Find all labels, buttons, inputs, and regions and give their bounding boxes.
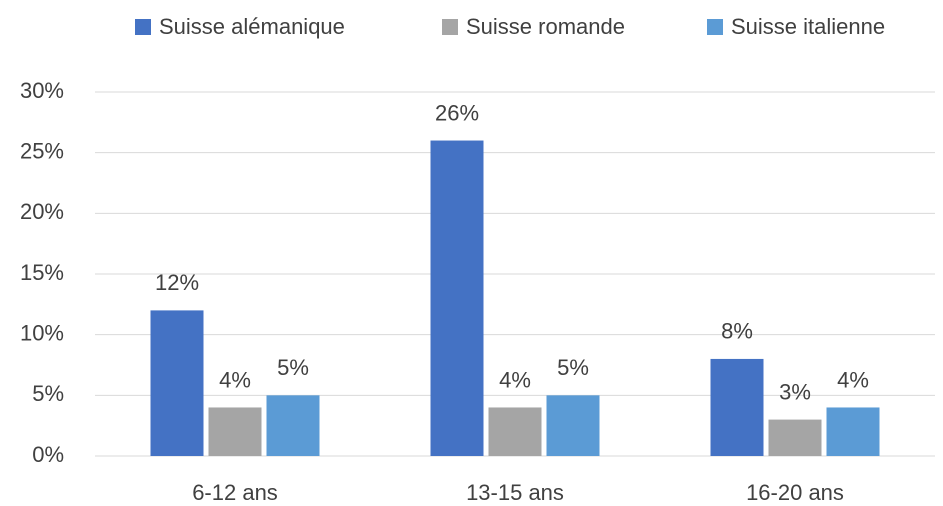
y-tick-label: 25% bbox=[20, 138, 64, 163]
x-tick-label: 13-15 ans bbox=[466, 480, 564, 505]
y-tick-label: 0% bbox=[32, 442, 64, 467]
y-tick-label: 30% bbox=[20, 78, 64, 103]
data-label: 4% bbox=[499, 367, 531, 392]
data-label: 4% bbox=[219, 367, 251, 392]
legend-swatch bbox=[135, 19, 151, 35]
bar bbox=[710, 358, 764, 456]
legend-swatch bbox=[707, 19, 723, 35]
data-label: 12% bbox=[155, 270, 199, 295]
bar bbox=[546, 395, 600, 456]
bar bbox=[768, 419, 822, 456]
data-label: 5% bbox=[557, 355, 589, 380]
legend-label: Suisse alémanique bbox=[159, 14, 345, 39]
bar bbox=[208, 407, 262, 456]
bar bbox=[430, 140, 484, 457]
bar bbox=[266, 395, 320, 456]
data-label: 26% bbox=[435, 100, 479, 125]
legend-label: Suisse romande bbox=[466, 14, 625, 39]
legend-swatch bbox=[442, 19, 458, 35]
x-tick-label: 16-20 ans bbox=[746, 480, 844, 505]
y-tick-label: 10% bbox=[20, 320, 64, 345]
data-label: 4% bbox=[837, 367, 869, 392]
bar bbox=[488, 407, 542, 456]
data-label: 5% bbox=[277, 355, 309, 380]
legend-label: Suisse italienne bbox=[731, 14, 885, 39]
bar bbox=[826, 407, 880, 456]
x-tick-label: 6-12 ans bbox=[192, 480, 278, 505]
y-tick-label: 20% bbox=[20, 199, 64, 224]
data-label: 3% bbox=[779, 379, 811, 404]
data-label: 8% bbox=[721, 319, 753, 344]
y-tick-label: 5% bbox=[32, 381, 64, 406]
bar bbox=[150, 310, 204, 456]
y-tick-label: 15% bbox=[20, 260, 64, 285]
